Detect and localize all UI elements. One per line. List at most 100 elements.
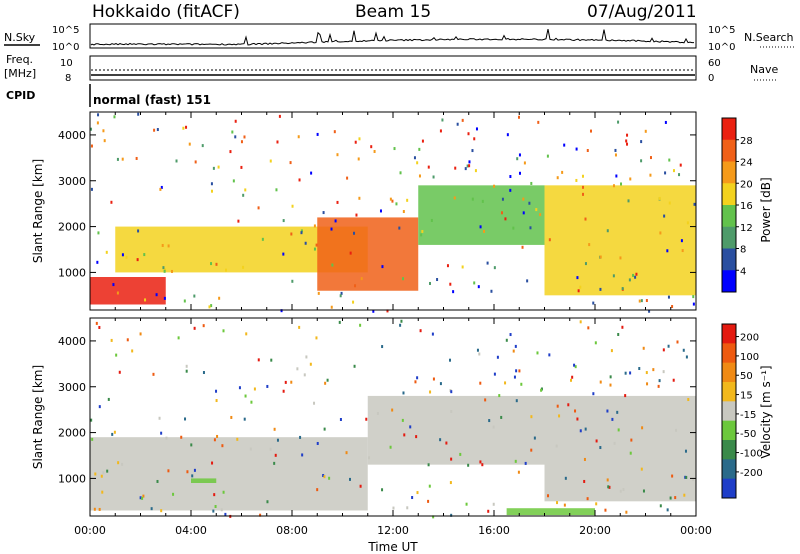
scatter-cell <box>220 508 223 512</box>
power-feature-4 <box>544 185 696 296</box>
scatter-cell <box>304 241 307 245</box>
scatter-cell <box>476 348 479 352</box>
scatter-cell <box>135 156 138 160</box>
scatter-cell <box>395 202 398 206</box>
scatter-cell <box>608 485 611 489</box>
scatter-cell <box>212 509 215 513</box>
scatter-cell <box>576 276 579 280</box>
scatter-cell <box>276 140 279 144</box>
scatter-cell <box>449 481 452 485</box>
scatter-cell <box>430 218 433 222</box>
scatter-cell <box>452 290 455 294</box>
scatter-cell <box>570 378 573 382</box>
scatter-cell <box>381 345 384 349</box>
scatter-cell <box>620 182 623 186</box>
scatter-cell <box>116 291 119 295</box>
scatter-cell <box>521 245 524 249</box>
scatter-cell <box>571 375 574 379</box>
scatter-cell <box>213 493 216 497</box>
cpid-value: normal (fast) 151 <box>93 93 211 107</box>
velocity-feature-4 <box>506 508 595 516</box>
scatter-cell <box>360 277 363 281</box>
scatter-cell <box>210 304 213 308</box>
power-ylabel: Slant Range [km] <box>31 159 45 263</box>
scatter-cell <box>421 229 424 233</box>
scatter-cell <box>415 435 418 439</box>
scatter-cell <box>208 305 211 309</box>
scatter-cell <box>231 130 234 134</box>
freq-panel: Freq. [MHz] 10 8 60 0 Nave <box>4 53 778 84</box>
scatter-cell <box>139 496 142 500</box>
scatter-cell <box>474 169 477 173</box>
scatter-cell <box>298 325 301 329</box>
scatter-cell <box>493 266 496 270</box>
scatter-cell <box>185 364 188 368</box>
freq-tick-high: 10 <box>60 58 73 69</box>
scatter-cell <box>185 125 188 129</box>
scatter-cell <box>675 428 678 432</box>
scatter-cell <box>355 213 358 217</box>
scatter-cell <box>182 126 185 130</box>
scatter-cell <box>528 201 531 205</box>
scatter-cell <box>141 496 144 500</box>
scatter-cell <box>420 233 423 237</box>
scatter-cell <box>349 477 352 481</box>
scatter-cell <box>649 173 652 177</box>
scatter-cell <box>416 491 419 495</box>
scatter-cell <box>556 404 559 408</box>
scatter-cell <box>640 467 643 471</box>
velocity-feature-1 <box>367 395 545 465</box>
colorbar-swatch <box>722 478 736 499</box>
scatter-cell <box>376 411 379 415</box>
scatter-cell <box>599 287 602 291</box>
scatter-cell <box>188 142 191 146</box>
scatter-cell <box>556 501 559 505</box>
scatter-cell <box>556 176 559 180</box>
scatter-cell <box>427 463 430 467</box>
scatter-cell <box>575 147 578 151</box>
scatter-cell <box>641 426 644 430</box>
colorbar-tick-label: -50 <box>740 429 756 440</box>
scatter-cell <box>193 468 196 472</box>
scatter-cell <box>289 161 292 165</box>
scatter-cell <box>629 177 632 181</box>
scatter-cell <box>193 326 196 330</box>
scatter-cell <box>105 250 108 254</box>
scatter-cell <box>194 160 197 164</box>
scatter-cell <box>439 129 442 133</box>
scatter-cell <box>160 431 163 435</box>
scatter-cell <box>250 400 253 404</box>
scatter-cell <box>666 249 669 253</box>
scatter-cell <box>91 437 94 441</box>
scatter-cell <box>676 340 679 344</box>
colorbar-swatch <box>722 324 736 344</box>
scatter-cell <box>439 382 442 386</box>
scatter-cell <box>518 171 521 175</box>
scatter-cell <box>652 368 655 372</box>
scatter-cell <box>514 344 517 348</box>
scatter-cell <box>599 446 602 450</box>
scatter-cell <box>561 170 564 174</box>
scatter-cell <box>479 460 482 464</box>
scatter-cell <box>555 444 558 448</box>
scatter-cell <box>445 441 448 445</box>
scatter-cell <box>175 159 178 163</box>
scatter-cell <box>626 133 629 137</box>
scatter-cell <box>664 171 667 175</box>
scatter-cell <box>624 371 627 375</box>
scatter-cell <box>303 373 306 377</box>
scatter-cell <box>185 369 188 373</box>
scatter-cell <box>161 243 164 247</box>
scatter-cell <box>607 485 610 489</box>
velocity-xlabel: Time UT <box>367 540 418 554</box>
scatter-cell <box>191 474 194 478</box>
scatter-cell <box>162 266 165 270</box>
scatter-cell <box>193 294 196 298</box>
colorbar-tick-label: 100 <box>740 352 759 363</box>
scatter-cell <box>372 309 375 313</box>
scatter-cell <box>501 197 504 201</box>
scatter-cell <box>475 127 478 131</box>
scatter-cell <box>486 261 489 265</box>
scatter-cell <box>611 417 614 421</box>
scatter-cell <box>640 140 643 144</box>
